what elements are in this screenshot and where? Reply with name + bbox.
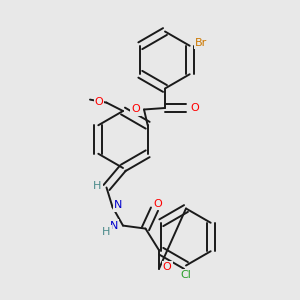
Text: H: H <box>102 226 111 237</box>
Text: O: O <box>94 97 103 107</box>
Text: Br: Br <box>195 38 207 48</box>
Text: N: N <box>114 200 123 211</box>
Text: O: O <box>163 262 172 272</box>
Text: O: O <box>131 104 140 115</box>
Text: N: N <box>110 220 118 231</box>
Text: O: O <box>190 103 199 113</box>
Text: O: O <box>153 199 162 209</box>
Text: H: H <box>93 181 102 191</box>
Text: Cl: Cl <box>181 270 191 280</box>
